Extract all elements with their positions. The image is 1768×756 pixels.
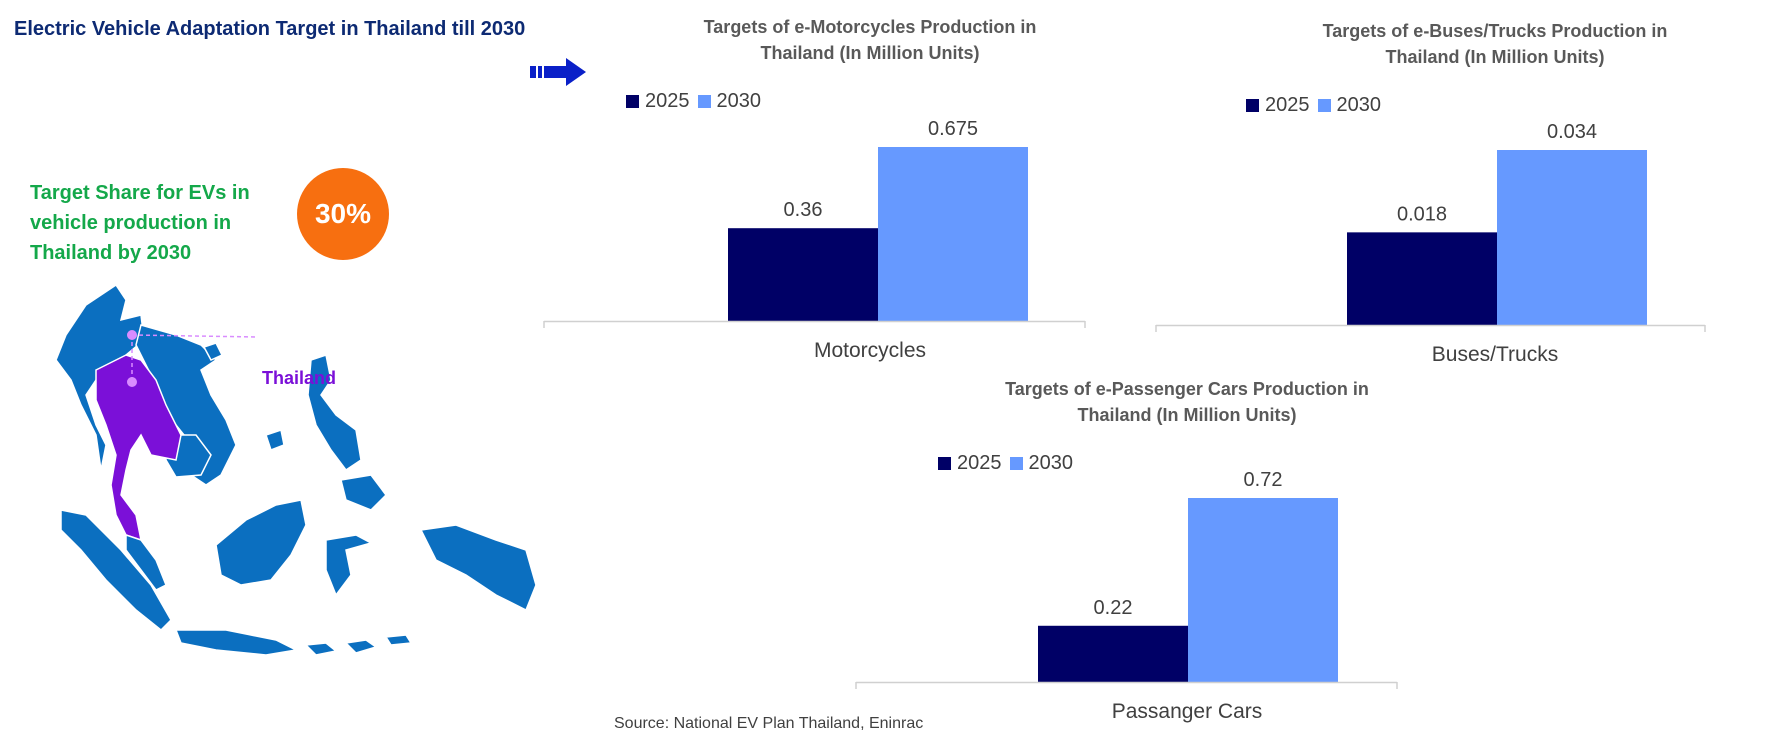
map-java — [174, 629, 299, 656]
legend-item-2025: 2025 — [938, 452, 1002, 475]
map-malaysia — [125, 533, 167, 591]
legend-swatch-2030 — [1009, 457, 1023, 470]
bar-2030 — [878, 147, 1028, 321]
category-label: Passanger Cars — [1111, 700, 1263, 723]
bar-2025 — [1038, 625, 1188, 682]
chart-plot: 0.22 0.72 — [855, 469, 1398, 689]
bar-2030 — [1497, 150, 1647, 325]
bar-2025 — [728, 228, 878, 321]
map-sumatra — [60, 509, 172, 632]
chart-legend: 2025 2030 — [938, 452, 1081, 475]
legend-swatch-2030 — [697, 95, 711, 108]
bar-2030 — [1188, 498, 1338, 682]
data-label-2025: 0.22 — [1094, 597, 1133, 619]
category-label: Buses/Trucks — [1431, 343, 1559, 366]
ev-share-badge: 30% — [297, 168, 389, 260]
chart-passenger-cars: Targets of e-Passenger Cars Production i… — [855, 376, 1452, 731]
map-borneo — [215, 499, 307, 586]
legend-swatch-2025 — [938, 457, 951, 470]
data-label-2030: 0.72 — [1244, 469, 1283, 491]
legend-swatch-2025 — [1246, 99, 1259, 112]
data-label-2025: 0.36 — [784, 199, 823, 221]
legend-item-2030: 2030 — [1317, 94, 1382, 117]
legend-label: 2030 — [716, 90, 762, 112]
chart-title: Targets of e-Motorcycles Production in T… — [703, 17, 1037, 63]
map-marker-center — [127, 377, 137, 387]
legend-label: 2025 — [957, 452, 1002, 474]
legend-label: 2025 — [1265, 94, 1310, 116]
legend-label: 2030 — [1336, 94, 1382, 116]
chart-buses-trucks: Targets of e-Buses/Trucks Production in … — [1155, 18, 1760, 378]
chart-title: Targets of e-Buses/Trucks Production in … — [1322, 21, 1668, 67]
chart-motorcycles: Targets of e-Motorcycles Production in T… — [543, 14, 1130, 374]
ev-share-caption: Target Share for EVs in vehicle producti… — [30, 182, 250, 264]
arrow-right-icon — [530, 58, 586, 86]
category-label: Motorcycles — [813, 339, 927, 362]
legend-label: 2030 — [1028, 452, 1074, 474]
map-philippines — [307, 354, 362, 472]
legend-swatch-2025 — [626, 95, 639, 108]
map-thailand — [95, 354, 182, 542]
map-sulawesi — [325, 534, 374, 597]
legend-item-2025: 2025 — [1246, 94, 1310, 117]
source-note: Source: National EV Plan Thailand, Eninr… — [614, 715, 924, 732]
map-taiwan — [202, 342, 224, 361]
chart-legend: 2025 2030 — [626, 90, 769, 113]
chart-plot: 0.36 0.675 — [543, 118, 1086, 328]
map-new-guinea — [419, 524, 537, 612]
chart-legend: 2025 2030 — [1246, 94, 1389, 117]
page-title: Electric Vehicle Adaptation Target in Th… — [14, 18, 526, 40]
data-label-2025: 0.018 — [1397, 203, 1447, 225]
legend-item-2030: 2030 — [697, 90, 762, 113]
legend-label: 2025 — [645, 90, 690, 112]
southeast-asia-map — [55, 285, 537, 656]
bar-2025 — [1347, 232, 1497, 325]
map-label-thailand: Thailand — [262, 368, 337, 388]
legend-swatch-2030 — [1317, 99, 1331, 112]
chart-plot: 0.018 0.034 — [1155, 121, 1706, 332]
legend-item-2025: 2025 — [626, 90, 690, 113]
legend-item-2030: 2030 — [1009, 452, 1074, 475]
data-label-2030: 0.675 — [928, 118, 978, 140]
chart-title: Targets of e-Passenger Cars Production i… — [1005, 379, 1369, 425]
data-label-2030: 0.034 — [1547, 121, 1597, 143]
map-mindanao — [340, 474, 387, 511]
map-islands — [265, 429, 413, 656]
